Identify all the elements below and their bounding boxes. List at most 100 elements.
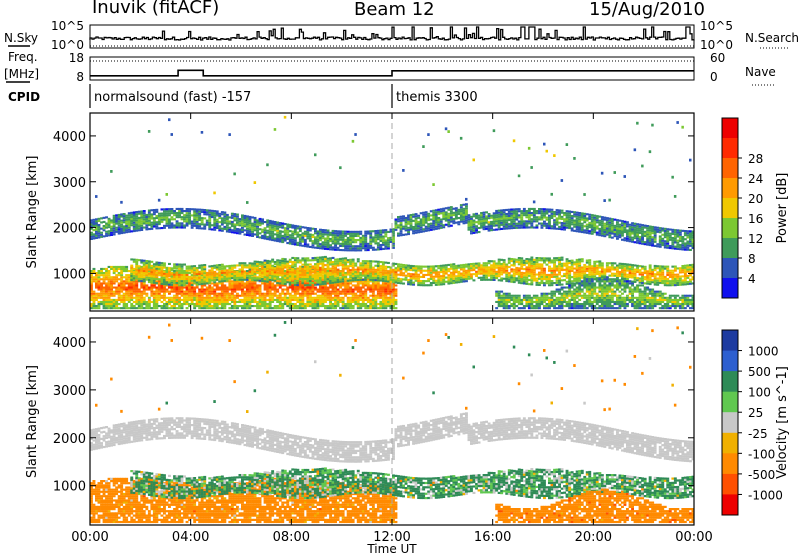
heatmap-cell [195, 296, 199, 299]
heatmap-cell [371, 274, 375, 277]
heatmap-cell [132, 305, 136, 308]
heatmap-cell [145, 274, 149, 277]
heatmap-cell [354, 286, 358, 289]
heatmap-cell [384, 247, 388, 250]
heatmap-cell [329, 231, 332, 234]
heatmap-cell [288, 298, 292, 301]
heatmap-cell [155, 265, 159, 268]
heatmap-cell [381, 294, 385, 297]
heatmap-cell [213, 264, 217, 267]
heatmap-cell [444, 264, 448, 267]
heatmap-cell [319, 247, 322, 250]
heatmap-cell [291, 269, 295, 272]
heatmap-cell [117, 284, 121, 287]
heatmap-cell [356, 288, 360, 291]
heatmap-cell [137, 221, 141, 224]
heatmap-cell [223, 225, 227, 228]
heatmap-cell [236, 294, 239, 297]
heatmap-cell [200, 303, 204, 306]
heatmap-cell [432, 213, 436, 216]
heatmap-cell [130, 211, 134, 214]
heatmap-cell [412, 228, 415, 231]
heatmap-cell [243, 286, 247, 289]
heatmap-cell [351, 232, 355, 235]
heatmap-cell [120, 288, 124, 291]
heatmap-cell [271, 228, 275, 231]
heatmap-cell [225, 226, 229, 229]
heatmap-cell [286, 296, 290, 299]
heatmap-cell [110, 288, 113, 291]
heatmap-cell [381, 303, 385, 306]
heatmap-cell [384, 278, 388, 281]
heatmap-cell [145, 278, 149, 281]
heatmap-cell [147, 215, 151, 218]
heatmap-cell [371, 286, 375, 289]
heatmap-cell [392, 246, 395, 249]
heatmap-cell [155, 300, 159, 303]
heatmap-cell [163, 278, 166, 281]
heatmap-cell [419, 226, 423, 229]
heatmap-cell [326, 241, 330, 244]
heatmap-cell [475, 212, 478, 215]
heatmap-cell [127, 230, 131, 233]
heatmap-cell [117, 216, 121, 219]
heatmap-cell [107, 226, 111, 229]
heatmap-cell [183, 278, 186, 281]
heatmap-cell [407, 279, 410, 282]
heatmap-cell [399, 226, 403, 229]
heatmap-cell [251, 224, 254, 227]
heatmap-cell [198, 277, 202, 280]
heatmap-cell [495, 214, 499, 217]
heatmap-cell [515, 260, 519, 263]
heatmap-cell [324, 255, 327, 258]
heatmap-cell [253, 233, 257, 236]
heatmap-cell [135, 213, 139, 216]
heatmap-cell [117, 292, 121, 295]
heatmap-cell [117, 226, 121, 229]
heatmap-cell [248, 217, 252, 220]
heatmap-cell [263, 286, 267, 289]
heatmap-cell [457, 212, 461, 215]
heatmap-cell [361, 292, 365, 295]
heatmap-cell [215, 224, 219, 227]
heatmap-cell [366, 244, 370, 247]
heatmap-cell [505, 300, 509, 303]
heatmap-cell [185, 303, 189, 306]
heatmap-cell [286, 298, 290, 301]
heatmap-cell [125, 216, 129, 219]
heatmap-cell [183, 303, 186, 306]
heatmap-cell [495, 307, 499, 310]
heatmap-cell [314, 256, 317, 259]
heatmap-cell [306, 273, 310, 276]
heatmap-cell [351, 270, 355, 273]
heatmap-cell [311, 242, 315, 245]
heatmap-cell [253, 266, 257, 269]
heatmap-cell [515, 210, 519, 213]
heatmap-cell [346, 278, 350, 281]
heatmap-cell [298, 303, 302, 306]
heatmap-cell [485, 276, 488, 279]
heatmap-cell [424, 229, 428, 232]
heatmap-cell [225, 213, 229, 216]
heatmap-cell [329, 244, 332, 247]
heatmap-cell [256, 229, 259, 232]
heatmap-cell [241, 272, 244, 275]
heatmap-cell [371, 260, 375, 263]
heatmap-cell [241, 290, 244, 293]
heatmap-cell [507, 278, 511, 281]
heatmap-cell [517, 296, 521, 299]
heatmap-cell [301, 305, 305, 308]
heatmap-cell [273, 284, 277, 287]
heatmap-cell [497, 264, 501, 267]
heatmap-cell [142, 288, 146, 291]
heatmap-cell [475, 227, 478, 230]
heatmap-cell [522, 272, 526, 275]
heatmap-cell [470, 222, 473, 225]
heatmap-cell [102, 227, 106, 230]
heatmap-cell [444, 270, 448, 273]
heatmap-cell [371, 303, 375, 306]
heatmap-cell [200, 298, 204, 301]
heatmap-cell [152, 263, 156, 266]
heatmap-cell [188, 269, 191, 272]
heatmap-cell [157, 282, 161, 285]
